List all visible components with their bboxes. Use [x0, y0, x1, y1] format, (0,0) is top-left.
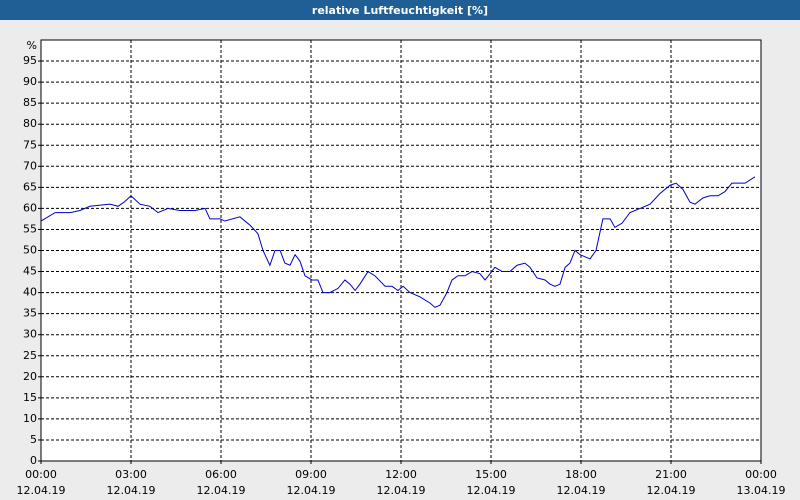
y-tick-label: 15	[23, 391, 37, 404]
y-tick-label: 65	[23, 180, 37, 193]
x-tick-label: 03:00	[115, 468, 147, 481]
data-line	[40, 176, 756, 308]
y-tick-label: 30	[23, 328, 37, 341]
y-tick-label: 75	[23, 138, 37, 151]
y-tick-label: 60	[23, 201, 37, 214]
x-tick-date: 12.04.19	[467, 484, 516, 497]
x-tick-label: 00:00	[745, 468, 777, 481]
x-tick-date: 12.04.19	[287, 484, 336, 497]
plot-frame	[40, 39, 762, 462]
y-tick-label: 50	[23, 244, 37, 257]
y-tick-label: 90	[23, 75, 37, 88]
y-tick-label: 20	[23, 370, 37, 383]
x-tick-date: 13.04.19	[737, 484, 786, 497]
x-tick-label: 06:00	[205, 468, 237, 481]
y-tick-label: 70	[23, 159, 37, 172]
title-bar	[0, 0, 800, 20]
y-axis-label: %	[27, 39, 37, 52]
x-tick-label: 15:00	[475, 468, 507, 481]
x-tick-date: 12.04.19	[377, 484, 426, 497]
y-tick-label: 35	[23, 307, 37, 320]
y-tick-label: 85	[23, 96, 37, 109]
y-tick-label: 45	[23, 265, 37, 278]
y-tick-label: 5	[30, 433, 37, 446]
x-tick-date: 12.04.19	[107, 484, 156, 497]
y-tick-label: 25	[23, 349, 37, 362]
x-tick-label: 00:00	[25, 468, 57, 481]
x-tick-label: 21:00	[655, 468, 687, 481]
x-tick-date: 12.04.19	[197, 484, 246, 497]
x-tick-date: 12.04.19	[17, 484, 66, 497]
x-tick-label: 12:00	[385, 468, 417, 481]
x-tick-date: 12.04.19	[557, 484, 606, 497]
x-tick-date: 12.04.19	[647, 484, 696, 497]
y-tick-label: 10	[23, 412, 37, 425]
y-tick-label: 95	[23, 54, 37, 67]
y-tick-label: 80	[23, 117, 37, 130]
y-tick-label: 0	[30, 454, 37, 467]
x-tick-label: 18:00	[565, 468, 597, 481]
y-tick-label: 55	[23, 222, 37, 235]
x-tick-label: 09:00	[295, 468, 327, 481]
chart-title: relative Luftfeuchtigkeit [%]	[312, 4, 488, 17]
y-tick-label: 40	[23, 286, 37, 299]
